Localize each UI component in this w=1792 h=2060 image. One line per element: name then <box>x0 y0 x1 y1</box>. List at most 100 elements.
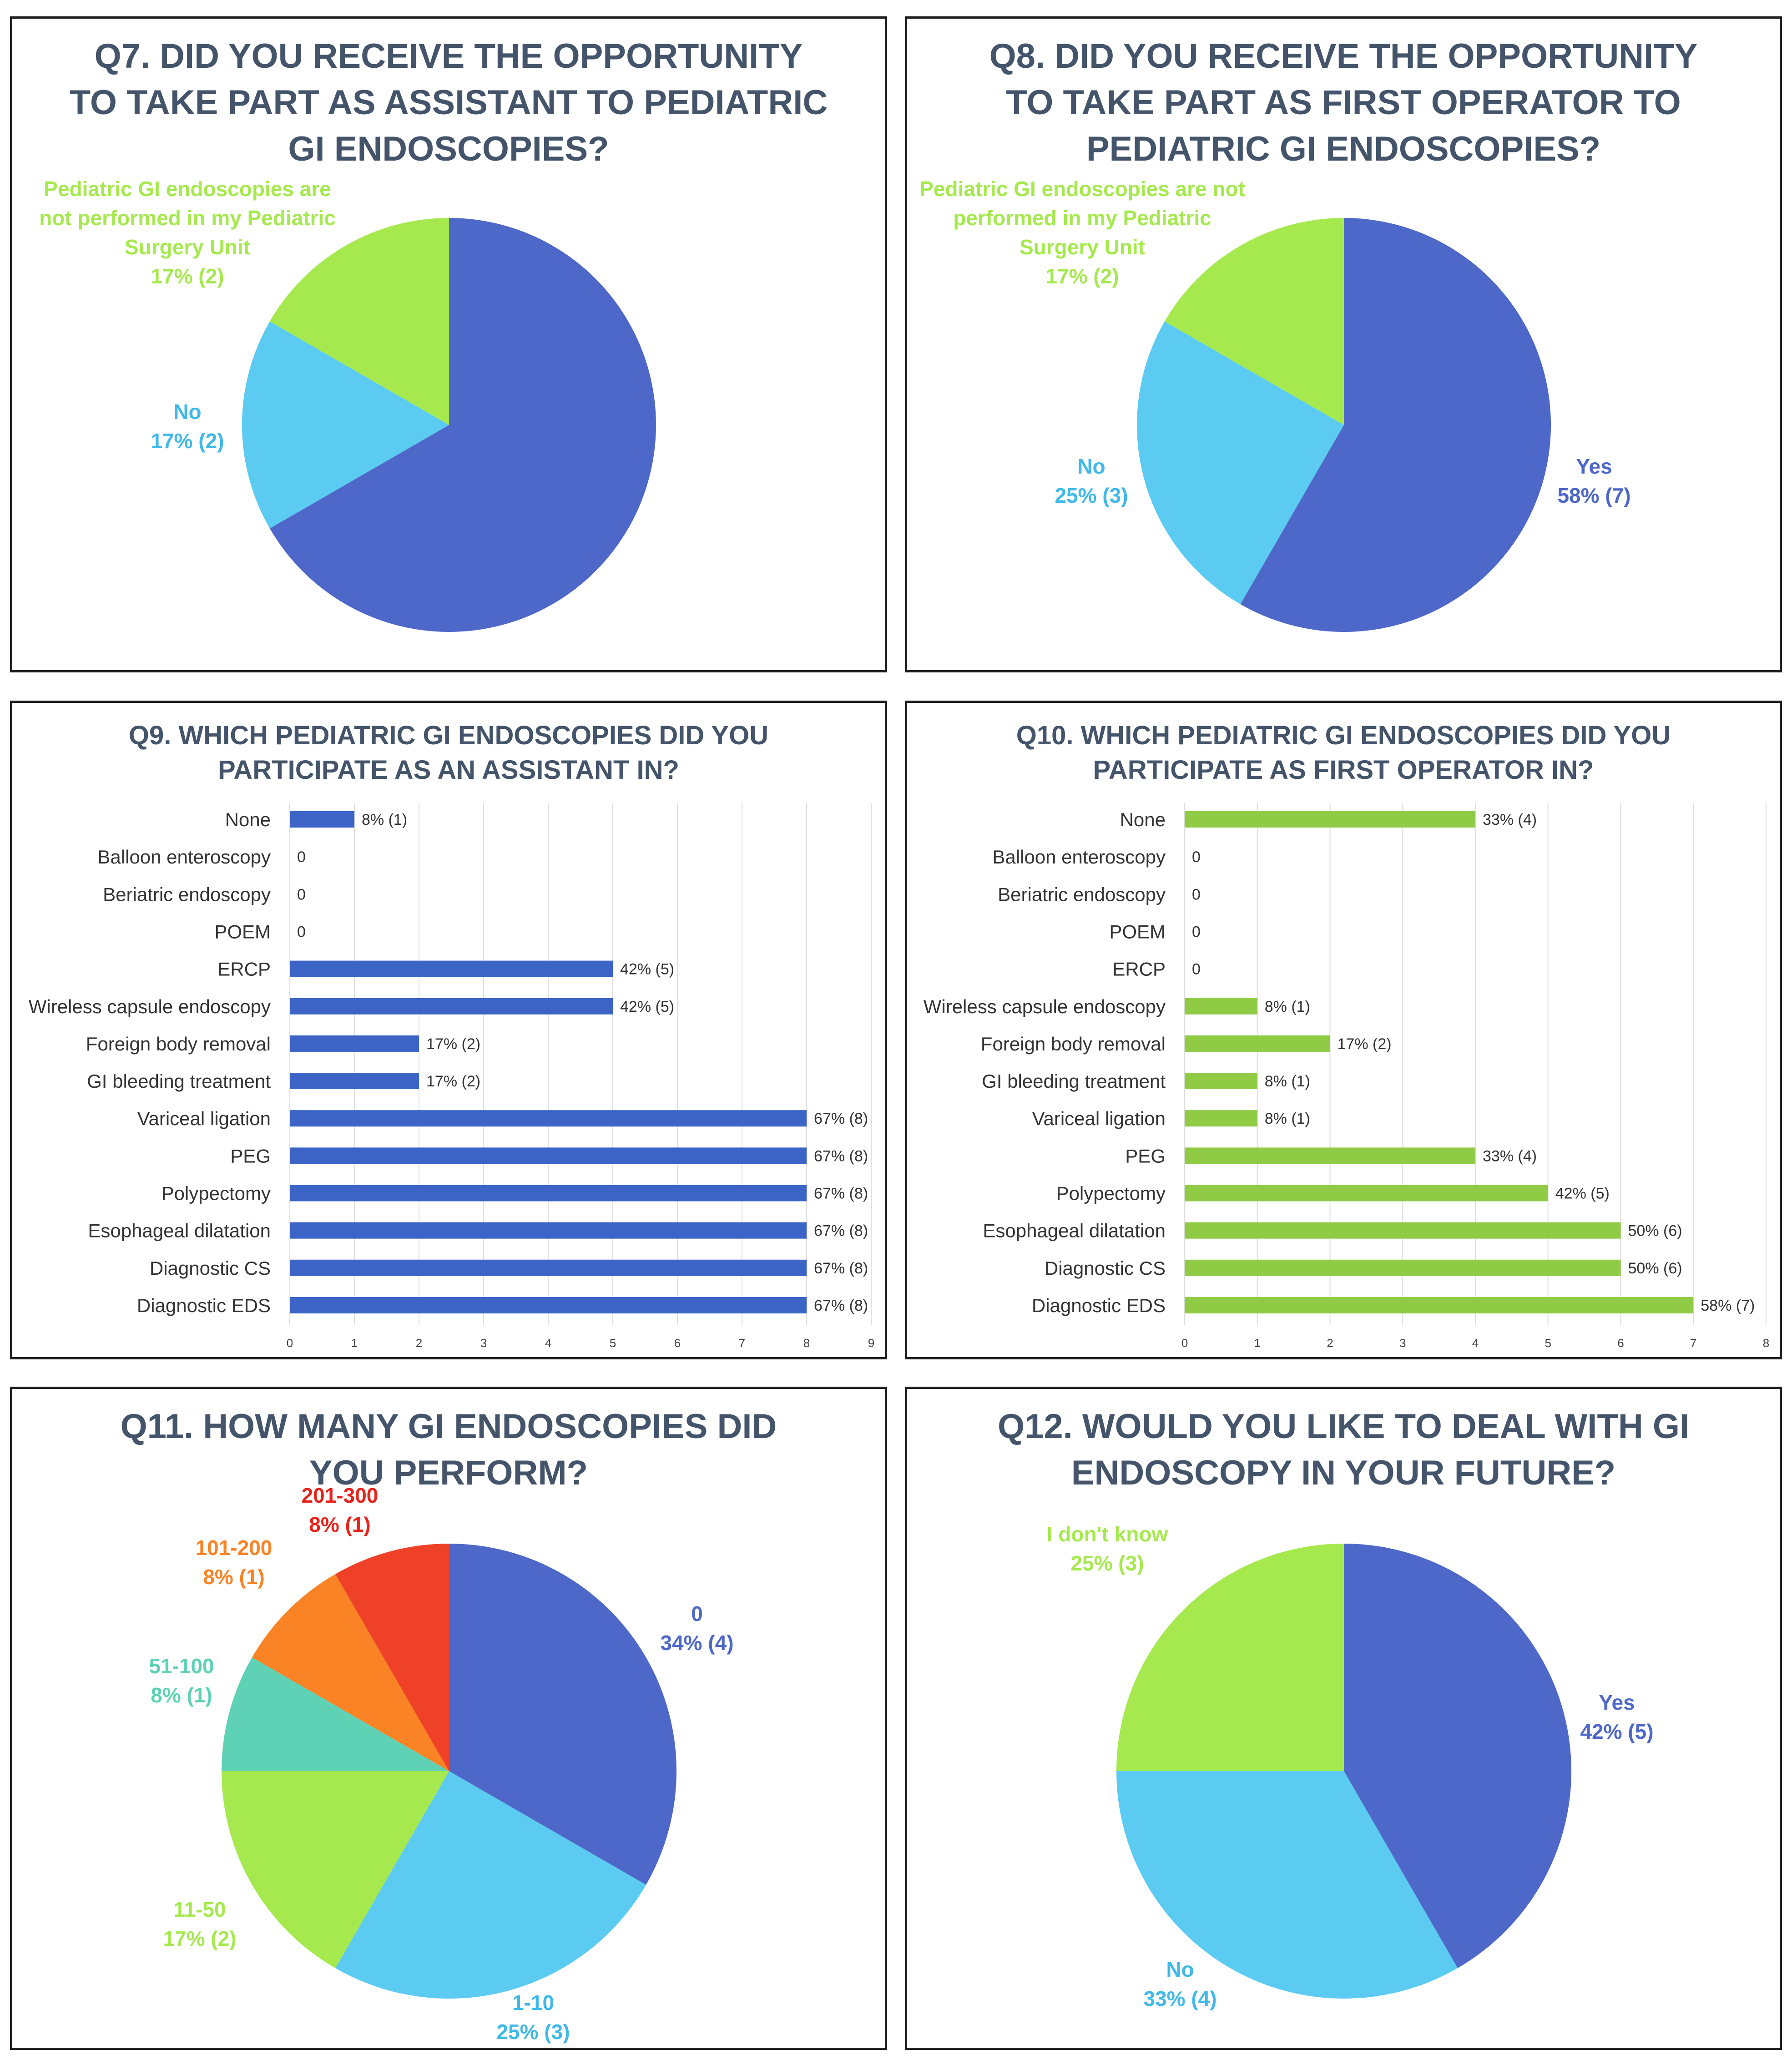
bar-foreign-body-removal <box>1185 1035 1330 1052</box>
data-label: 0 <box>1192 923 1201 940</box>
pie-slice-i-don-t-know <box>1116 1544 1344 1771</box>
pie-slice-pediatric-gi-endoscopies <box>1164 218 1344 425</box>
q8-panel: Q8. DID YOU RECEIVE THE OPPORTUNITY TO T… <box>905 16 1782 672</box>
category-label: Variceal ligation <box>1032 1108 1166 1129</box>
category-label: Esophageal dilatation <box>88 1220 271 1242</box>
bar-foreign-body-removal <box>290 1035 419 1052</box>
category-label: None <box>225 809 271 830</box>
q12-title: Q12. WOULD YOU LIKE TO DEAL WITH GI ENDO… <box>997 1407 1690 1492</box>
bar-ercp <box>290 960 613 977</box>
x-tick-label: 8 <box>803 1336 810 1350</box>
pie-slice-no <box>1137 321 1344 605</box>
pie-label-51-100: 51-100 8% (1) <box>149 1654 214 1707</box>
q8-title: Q8. DID YOU RECEIVE THE OPPORTUNITY TO T… <box>989 37 1698 168</box>
q9-title: Q9. WHICH PEDIATRIC GI ENDOSCOPIES DID Y… <box>128 721 769 785</box>
x-tick-label: 5 <box>1545 1336 1551 1350</box>
bar-none <box>1185 811 1475 828</box>
category-label: Wireless capsule endoscopy <box>29 996 271 1017</box>
x-tick-label: 3 <box>1399 1336 1406 1350</box>
data-label: 42% (5) <box>1555 1185 1610 1202</box>
q12-panel: Q12. WOULD YOU LIKE TO DEAL WITH GI ENDO… <box>905 1387 1782 2050</box>
q8-pie-chart: Yes 58% (7) No 25% (3) Pediatric GI endoscop… <box>919 177 1631 632</box>
bar-variceal-ligation <box>290 1110 807 1127</box>
pie-slice-yes <box>269 218 656 632</box>
x-tick-label: 1 <box>1254 1336 1261 1350</box>
pie-slice-0 <box>449 1544 676 1885</box>
data-label: 67% (8) <box>814 1147 868 1165</box>
data-label: 17% (2) <box>1338 1035 1392 1053</box>
bar-polypectomy <box>290 1185 807 1202</box>
pie-slice-51-100 <box>222 1657 449 1771</box>
bar-diagnostic-eds <box>1185 1297 1694 1313</box>
category-label: Wireless capsule endoscopy <box>924 996 1166 1017</box>
data-label: 17% (2) <box>426 1073 480 1090</box>
pie-label-11-50: 11-50 17% (2) <box>163 1898 236 1950</box>
category-label: None <box>1120 809 1166 830</box>
q12-pie-chart: Yes 42% (5) No 33% (4) I don't know 25% (3) <box>1047 1522 1654 2010</box>
data-label: 67% (8) <box>814 1185 868 1202</box>
pie-slice-yes <box>1344 1544 1571 1969</box>
category-label: Esophageal dilatation <box>983 1220 1166 1242</box>
pie-slice-pediatric-gi-endoscopies <box>269 218 449 425</box>
x-tick-label: 0 <box>1181 1336 1188 1350</box>
bar-none <box>290 811 354 828</box>
q10-bar-chart: 0 1 2 3 4 5 6 7 8 None 33% (4) Balloon enteroscopy 0… <box>924 803 1769 1350</box>
q9-bar-chart: 0 1 2 3 4 5 6 7 8 9 None 8% (1) Balloon enteroscopy 0… <box>29 803 874 1350</box>
q7-panel: Q7. DID YOU RECEIVE THE OPPORTUNITY TO T… <box>10 16 887 672</box>
x-tick-label: 7 <box>739 1336 745 1350</box>
bar-polypectomy <box>1185 1185 1548 1202</box>
data-label: 17% (2) <box>426 1035 480 1053</box>
q7-pie-chart: Yes 68% (8) No 17% (2) Pediatric GI endoscop… <box>39 177 656 632</box>
data-label: 8% (1) <box>1265 1073 1310 1090</box>
pie-slice-yes <box>1240 218 1551 632</box>
q10-title: Q10. WHICH PEDIATRIC GI ENDOSCOPIES DID … <box>1016 721 1671 785</box>
bar-gi-bleeding-treatment <box>290 1073 419 1090</box>
pie-label-201-300: 201-300 8% (1) <box>302 1484 379 1536</box>
bar-diagnostic-eds <box>290 1297 807 1313</box>
data-label: 0 <box>297 886 306 903</box>
x-tick-label: 8 <box>1763 1336 1769 1350</box>
q11-pie-chart: 0 34% (4) 1-10 25% (3) 11-50 17% (2) 51-100 8% … <box>149 1484 733 2044</box>
data-label: 67% (8) <box>814 1110 868 1127</box>
bar-esophageal-dilatation <box>1185 1222 1621 1239</box>
data-label: 42% (5) <box>620 998 674 1015</box>
category-label: GI bleeding treatment <box>982 1070 1166 1092</box>
x-tick-label: 6 <box>674 1336 681 1350</box>
pie-label-1-10: 1-10 25% (3) <box>496 1991 570 2044</box>
category-label: Balloon enteroscopy <box>992 846 1166 868</box>
data-label: 33% (4) <box>1483 811 1537 828</box>
category-label: PEG <box>230 1145 271 1166</box>
data-label: 67% (8) <box>814 1260 868 1277</box>
category-label: PEG <box>1125 1145 1166 1166</box>
x-tick-label: 4 <box>1472 1336 1479 1350</box>
pie-slice-101-200 <box>252 1574 449 1771</box>
data-label: 50% (6) <box>1628 1222 1682 1240</box>
category-label: Balloon enteroscopy <box>97 846 271 868</box>
bar-diagnostic-cs <box>290 1259 807 1276</box>
bar-wireless-capsule-endoscopy <box>1185 998 1257 1015</box>
category-label: Beriatric endoscopy <box>103 884 271 905</box>
category-label: ERCP <box>1112 959 1166 980</box>
data-label: 58% (7) <box>1701 1297 1755 1314</box>
category-label: Polypectomy <box>1056 1183 1166 1204</box>
category-label: Diagnostic CS <box>150 1257 271 1279</box>
category-label: ERCP <box>217 959 271 980</box>
pie-label-yes: Yes 68% (8) <box>437 518 510 571</box>
x-tick-label: 7 <box>1690 1336 1696 1350</box>
pie-label-yes: Yes 58% (7) <box>1557 454 1630 507</box>
category-label: Polypectomy <box>162 1183 271 1204</box>
bar-gi-bleeding-treatment <box>1185 1073 1257 1090</box>
data-label: 0 <box>1192 961 1201 978</box>
pie-slice-201-300 <box>335 1544 449 1771</box>
category-label: Diagnostic EDS <box>137 1295 271 1316</box>
q11-title: Q11. HOW MANY GI ENDOSCOPIES DID YOU PER… <box>120 1407 777 1492</box>
category-label: Foreign body removal <box>86 1033 271 1055</box>
pie-slice-no <box>1116 1771 1458 1999</box>
x-tick-label: 9 <box>868 1336 874 1350</box>
data-label: 0 <box>1192 848 1201 866</box>
bar-wireless-capsule-endoscopy <box>290 998 613 1015</box>
bar-variceal-ligation <box>1185 1110 1257 1127</box>
pie-label-no: No 17% (2) <box>151 400 224 453</box>
x-tick-label: 2 <box>416 1336 422 1350</box>
q10-panel: Q10. WHICH PEDIATRIC GI ENDOSCOPIES DID … <box>905 701 1782 1359</box>
